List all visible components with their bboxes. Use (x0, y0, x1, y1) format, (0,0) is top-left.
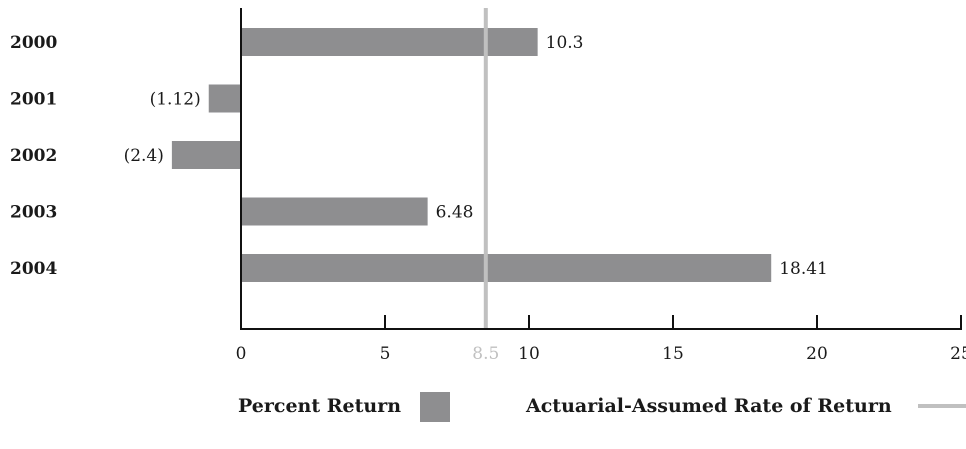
bar-2000 (241, 28, 538, 56)
value-label-2002: (2.4) (124, 146, 164, 166)
bar-2001 (208, 84, 241, 113)
x-tick-label-0: 0 (236, 344, 247, 364)
reference-line-tick-label: 8.5 (472, 344, 499, 364)
bar-2002 (171, 141, 241, 169)
legend-label-percent-return: Percent Return (238, 395, 401, 417)
axis-layer: 0 5 10 15 20 25 (236, 8, 966, 364)
x-tick-label-25: 25 (950, 344, 966, 364)
legend-swatch-percent-return (420, 392, 450, 422)
value-label-2001: (1.12) (150, 90, 201, 110)
legend: Percent Return Actuarial-Assumed Rate of… (238, 392, 966, 422)
category-label-2002: 2002 (10, 146, 57, 166)
value-label-2003: 6.48 (436, 203, 474, 223)
bar-2004 (241, 254, 772, 282)
reference-line-layer: 8.5 (472, 8, 499, 364)
bar-2003 (241, 197, 428, 226)
x-tick-label-10: 10 (518, 344, 540, 364)
category-label-2004: 2004 (10, 259, 57, 279)
value-label-2004: 18.41 (779, 259, 828, 279)
x-tick-label-20: 20 (806, 344, 828, 364)
category-label-2000: 2000 (10, 33, 57, 53)
category-label-2003: 2003 (10, 203, 57, 223)
bars-layer: 2000 10.3 2001 (1.12) 2002 (2.4) 2003 6.48 2004 1… (10, 28, 828, 282)
legend-label-reference-line: Actuarial-Assumed Rate of Return (525, 395, 892, 417)
category-label-2001: 2001 (10, 90, 57, 110)
x-tick-label-5: 5 (380, 344, 391, 364)
x-tick-label-15: 15 (662, 344, 684, 364)
value-label-2000: 10.3 (546, 33, 584, 53)
